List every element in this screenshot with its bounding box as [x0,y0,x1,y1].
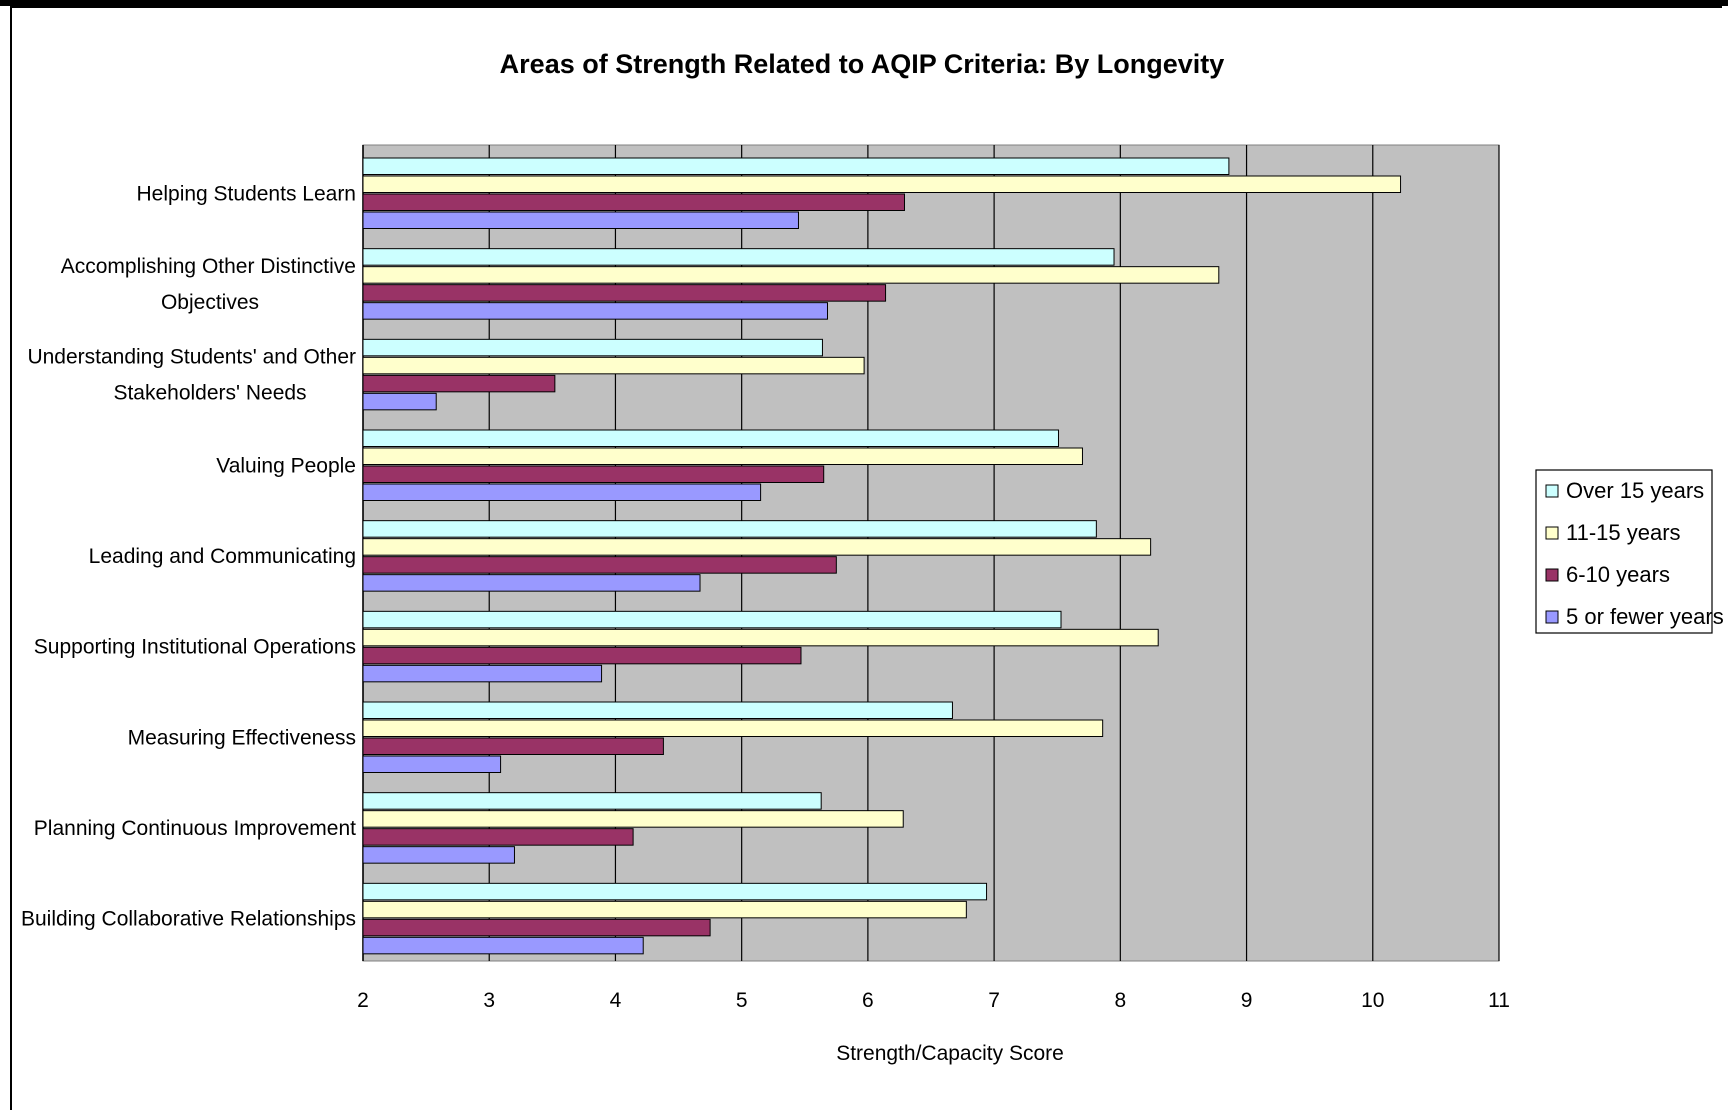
bar-2-7 [362,828,634,846]
bar-2-3 [362,465,825,483]
bar-3-3 [362,483,762,501]
bar-0-7 [362,792,822,810]
bar-0-1 [362,248,1115,266]
bar-1-6 [362,719,1104,737]
bar-3-6 [362,755,502,773]
bar-1-2 [362,356,865,375]
category-label: Stakeholders' Needs [113,382,306,405]
legend-swatch [1545,526,1559,540]
bar-3-7 [362,846,515,864]
bar-2-4 [362,556,837,574]
category-label: Accomplishing Other Distinctive [61,255,356,278]
bar-0-8 [362,882,988,901]
bar-2-6 [362,737,664,755]
category-label: Leading and Communicating [89,545,356,568]
bar-2-0 [362,193,905,211]
bar-0-4 [362,520,1097,538]
category-label: Measuring Effectiveness [128,726,356,749]
x-tick-label: 9 [1241,989,1253,1012]
bar-2-2 [362,374,556,393]
category-label: Objectives [161,291,259,314]
figure-frame [10,6,1722,1110]
bar-0-2 [362,338,823,357]
category-label: Building Collaborative Relationships [21,908,356,931]
bar-0-0 [362,157,1230,175]
legend-label: 11-15 years [1566,520,1681,545]
bar-3-4 [362,574,701,592]
legend-swatch [1545,484,1559,498]
bar-1-1 [362,266,1220,284]
bar-1-7 [362,810,904,828]
bar-3-2 [362,392,437,411]
legend-box [1535,469,1713,634]
x-tick-label: 7 [988,989,1000,1012]
legend-swatch [1545,568,1559,582]
x-tick-label: 10 [1361,989,1384,1012]
x-tick-label: 6 [862,989,874,1012]
bar-3-0 [362,211,799,229]
bar-3-8 [362,936,644,955]
category-label: Planning Continuous Improvement [34,817,356,840]
category-labels: Helping Students Learn Accomplishing Othe… [21,182,356,930]
bar-0-6 [362,701,953,719]
x-tick-label: 2 [357,989,369,1012]
legend-label: 6-10 years [1566,562,1670,587]
category-label: Valuing People [216,454,356,477]
chart-title: Areas of Strength Related to AQIP Criter… [500,49,1225,79]
x-tick-label: 11 [1488,989,1510,1012]
legend-swatch [1545,610,1559,624]
legend: Over 15 years 11-15 years 6-10 years 5 or f… [1535,469,1724,634]
category-label: Helping Students Learn [137,182,357,205]
bar-1-8 [362,900,967,919]
x-tick-labels: 2 3 4 5 6 7 8 9 10 11 [357,989,1510,1012]
bar-3-5 [362,664,603,683]
bar-3-1 [362,302,828,320]
legend-label: 5 or fewer years [1566,604,1724,629]
x-tick-label: 3 [483,989,495,1012]
x-tick-label: 5 [736,989,748,1012]
x-tick-label: 8 [1114,989,1126,1012]
bar-1-4 [362,538,1152,556]
x-tick-label: 4 [610,989,622,1012]
bar-1-5 [362,628,1159,647]
bar-1-3 [362,447,1083,465]
legend-label: Over 15 years [1566,478,1704,503]
x-axis-label: Strength/Capacity Score [836,1042,1064,1065]
bar-2-1 [362,284,887,302]
bar-1-0 [362,175,1402,193]
bars [362,157,1402,955]
category-label: Supporting Institutional Operations [34,636,356,659]
top-border-strip [0,0,1728,6]
bar-2-8 [362,918,711,937]
category-label: Understanding Students' and Other [27,346,356,369]
bar-2-5 [362,646,802,665]
bar-0-3 [362,429,1059,447]
bar-0-5 [362,610,1062,629]
